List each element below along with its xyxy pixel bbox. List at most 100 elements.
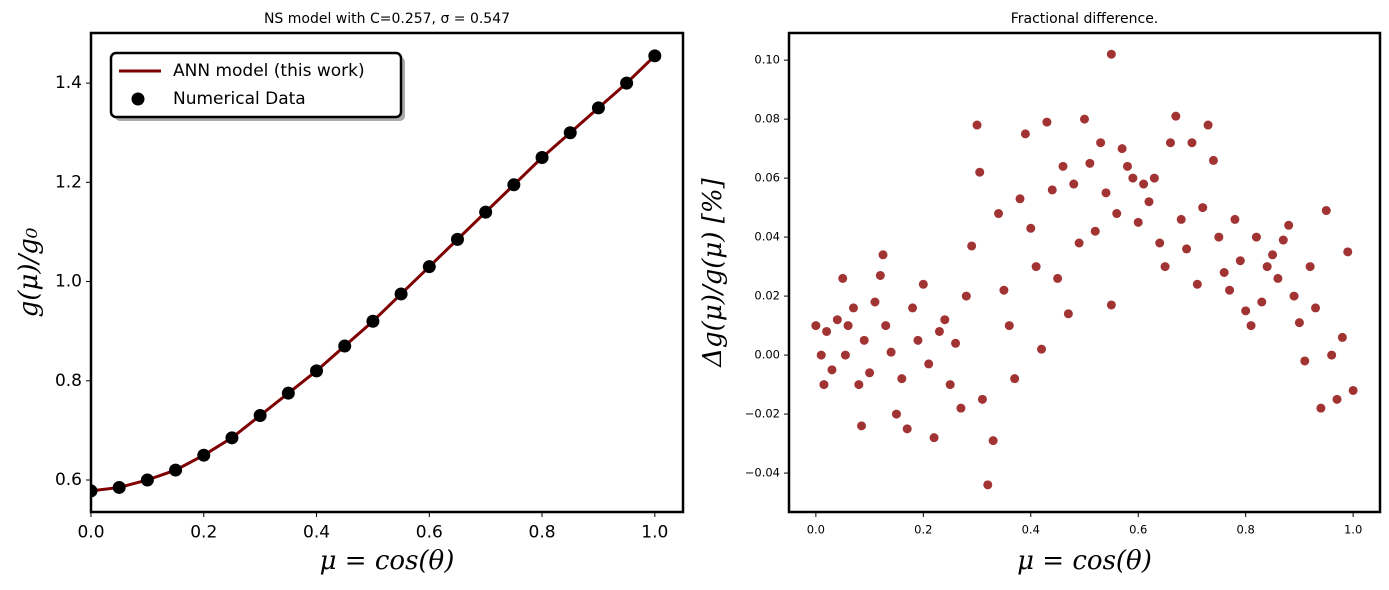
x-tick-label: 0.2 [190, 523, 217, 543]
point [338, 339, 352, 353]
line [91, 54, 656, 493]
point [563, 126, 577, 140]
point [1026, 223, 1036, 233]
point [1241, 306, 1251, 316]
point [1015, 194, 1025, 204]
point [112, 480, 126, 494]
point [1176, 214, 1186, 224]
point [961, 291, 971, 301]
y-tick-label: 0.08 [754, 112, 780, 126]
point [1080, 114, 1089, 124]
point [1042, 117, 1052, 127]
point [1348, 385, 1358, 395]
point [1305, 262, 1315, 272]
x-tick-label: 0.4 [303, 523, 330, 543]
point [1037, 344, 1047, 354]
point [169, 463, 183, 477]
point [1235, 256, 1245, 266]
point [535, 151, 549, 165]
legend-label: Numerical Data [173, 89, 306, 109]
point [956, 403, 966, 413]
point [1251, 232, 1261, 242]
point [1311, 303, 1321, 313]
point [1122, 161, 1132, 171]
point [1149, 173, 1159, 183]
point [881, 321, 891, 331]
point [1182, 244, 1192, 254]
x-tick-label: 0.8 [1237, 522, 1255, 536]
point [1289, 291, 1299, 301]
point [1058, 161, 1068, 171]
point [1343, 247, 1353, 257]
x-tick-label: 0.8 [529, 523, 556, 543]
point [967, 241, 977, 251]
point [940, 315, 950, 325]
point [951, 338, 961, 348]
x-tick-label: 0.0 [77, 523, 104, 543]
point [865, 368, 875, 378]
point [1230, 214, 1240, 224]
point [1187, 138, 1197, 148]
point [1294, 318, 1304, 328]
point [1106, 300, 1116, 310]
x-tick-label: 0.6 [416, 523, 443, 543]
point [1327, 350, 1337, 360]
x-tick-label: 0.0 [807, 522, 825, 536]
point [1069, 179, 1079, 189]
legend-marker [131, 92, 145, 106]
legend [109, 51, 403, 119]
point [366, 314, 380, 328]
point [859, 335, 869, 345]
point [827, 365, 837, 375]
point [1225, 285, 1235, 295]
point [1219, 268, 1229, 277]
point [983, 480, 993, 490]
point [1268, 250, 1278, 260]
point [838, 273, 848, 283]
point [819, 380, 829, 390]
point [620, 76, 634, 90]
point [816, 350, 826, 360]
legend-label: ANN model (this work) [173, 61, 365, 81]
y-tick-label: 1.2 [55, 172, 82, 192]
point [310, 364, 324, 378]
point [1090, 226, 1100, 236]
point [1106, 49, 1116, 59]
x-tick-label: 1.0 [641, 523, 668, 543]
point [1257, 297, 1267, 307]
point [1096, 138, 1106, 148]
point [875, 270, 885, 280]
chart-title: NS model with C=0.257, σ = 0.547 [264, 11, 510, 27]
point [1128, 173, 1138, 183]
point [1198, 203, 1208, 213]
point [91, 484, 98, 498]
point [1085, 158, 1095, 168]
point [891, 409, 901, 419]
point [479, 205, 493, 219]
point [1246, 321, 1256, 331]
point [994, 209, 1004, 219]
point [1133, 217, 1143, 227]
point [422, 260, 436, 274]
point [253, 409, 267, 423]
y-tick-label: 1.4 [55, 73, 82, 93]
point [1139, 179, 1149, 189]
point [1300, 356, 1310, 366]
point [1031, 262, 1041, 272]
plot-area [811, 49, 1358, 490]
y-tick-label: 0.04 [754, 230, 780, 244]
point [843, 321, 853, 331]
x-tick-label: 0.2 [914, 522, 932, 536]
point [1273, 273, 1283, 283]
point [1112, 209, 1122, 219]
point [924, 359, 934, 369]
point [450, 232, 464, 246]
point [1321, 206, 1331, 216]
point [225, 431, 239, 445]
point [822, 326, 832, 336]
x-tick-label: 1.0 [1344, 522, 1362, 536]
point [1316, 403, 1326, 413]
point [870, 297, 880, 307]
point [832, 315, 842, 325]
